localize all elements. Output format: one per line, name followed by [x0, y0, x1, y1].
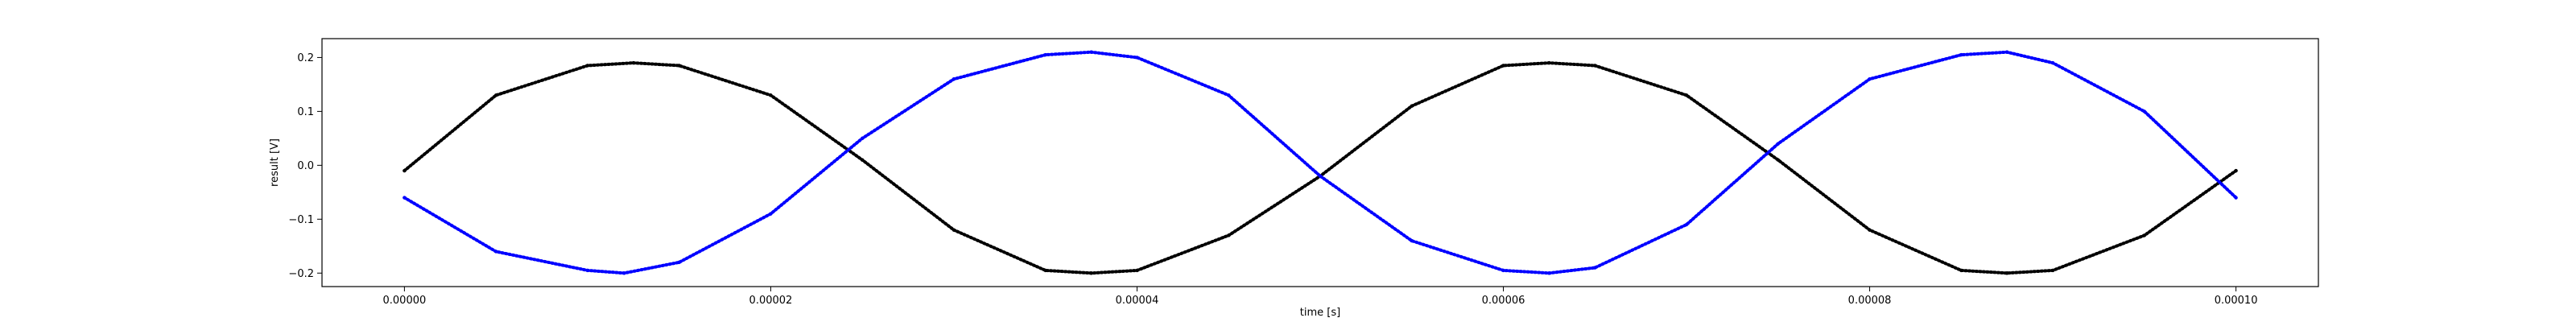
series-group — [402, 50, 2238, 275]
data-point-series-2 — [677, 260, 681, 265]
data-point-series-2 — [1959, 52, 1963, 57]
x-tick-label: 0.00006 — [1482, 295, 1525, 307]
data-point-series-1 — [952, 228, 956, 232]
data-point-series-1 — [402, 168, 407, 173]
x-tick-group: 0.00000 0.00002 0.00004 0.00006 0.00008 0.000… — [383, 287, 2258, 307]
data-point-series-1 — [631, 60, 635, 65]
data-point-series-1 — [1043, 268, 1047, 273]
data-point-series-1 — [2005, 271, 2009, 275]
x-tick-label: 0.00002 — [749, 295, 793, 307]
data-point-series-2 — [2050, 60, 2055, 65]
x-tick-label: 0.00004 — [1116, 295, 1159, 307]
data-point-series-1 — [1868, 228, 1872, 232]
data-point-series-1 — [585, 64, 590, 68]
y-tick-label: 0.2 — [297, 52, 314, 64]
data-point-series-2 — [1868, 77, 1872, 81]
data-point-series-1 — [1410, 104, 1414, 108]
data-point-series-1 — [2234, 168, 2238, 173]
y-tick-label: −0.2 — [288, 268, 314, 280]
x-tick-label: 0.00010 — [2215, 295, 2258, 307]
data-point-series-1 — [1593, 64, 1597, 68]
data-point-series-1 — [769, 93, 773, 97]
y-tick-group: −0.2 −0.1 0.0 0.1 0.2 — [288, 52, 322, 280]
data-point-series-2 — [1501, 268, 1505, 273]
data-point-series-2 — [1318, 174, 1323, 178]
data-point-series-1 — [1547, 60, 1551, 65]
data-point-series-2 — [1547, 271, 1551, 275]
y-axis-label: result [V] — [269, 138, 281, 187]
data-point-series-2 — [1776, 142, 1781, 146]
x-tick-label: 0.00008 — [1848, 295, 1892, 307]
data-point-series-2 — [860, 136, 865, 141]
data-point-series-1 — [1089, 271, 1093, 275]
data-point-series-2 — [1593, 266, 1597, 270]
data-point-series-2 — [493, 250, 498, 254]
data-point-series-1 — [860, 158, 865, 162]
y-tick-label: 0.0 — [297, 160, 314, 172]
data-point-series-1 — [2142, 233, 2147, 237]
data-point-series-2 — [1684, 222, 1689, 227]
data-point-series-2 — [1227, 93, 1231, 97]
data-point-series-1 — [1227, 233, 1231, 237]
data-point-series-2 — [622, 271, 626, 275]
data-point-series-1 — [1684, 93, 1689, 97]
data-point-series-2 — [2005, 50, 2009, 54]
data-point-series-2 — [1135, 56, 1139, 60]
data-point-series-2 — [2142, 109, 2147, 114]
data-point-series-2 — [952, 77, 956, 81]
data-point-series-2 — [585, 268, 590, 273]
data-point-series-2 — [769, 212, 773, 216]
data-point-series-1 — [1776, 158, 1781, 162]
data-point-series-1 — [2050, 268, 2055, 273]
data-point-series-2 — [1089, 50, 1093, 54]
data-point-series-2 — [1043, 52, 1047, 57]
y-tick-label: −0.1 — [288, 214, 314, 226]
data-point-series-2 — [402, 196, 407, 200]
data-point-series-2 — [1410, 238, 1414, 243]
data-point-series-1 — [1501, 64, 1505, 68]
data-point-series-1 — [677, 64, 681, 68]
y-tick-label: 0.1 — [297, 106, 314, 118]
data-point-series-1 — [493, 93, 498, 97]
x-tick-label: 0.00000 — [383, 295, 427, 307]
x-axis-label: time [s] — [1300, 307, 1340, 319]
data-point-series-2 — [2234, 196, 2238, 200]
plot-frame — [321, 38, 2319, 287]
data-point-series-1 — [1135, 268, 1139, 273]
data-point-series-1 — [1959, 268, 1963, 273]
